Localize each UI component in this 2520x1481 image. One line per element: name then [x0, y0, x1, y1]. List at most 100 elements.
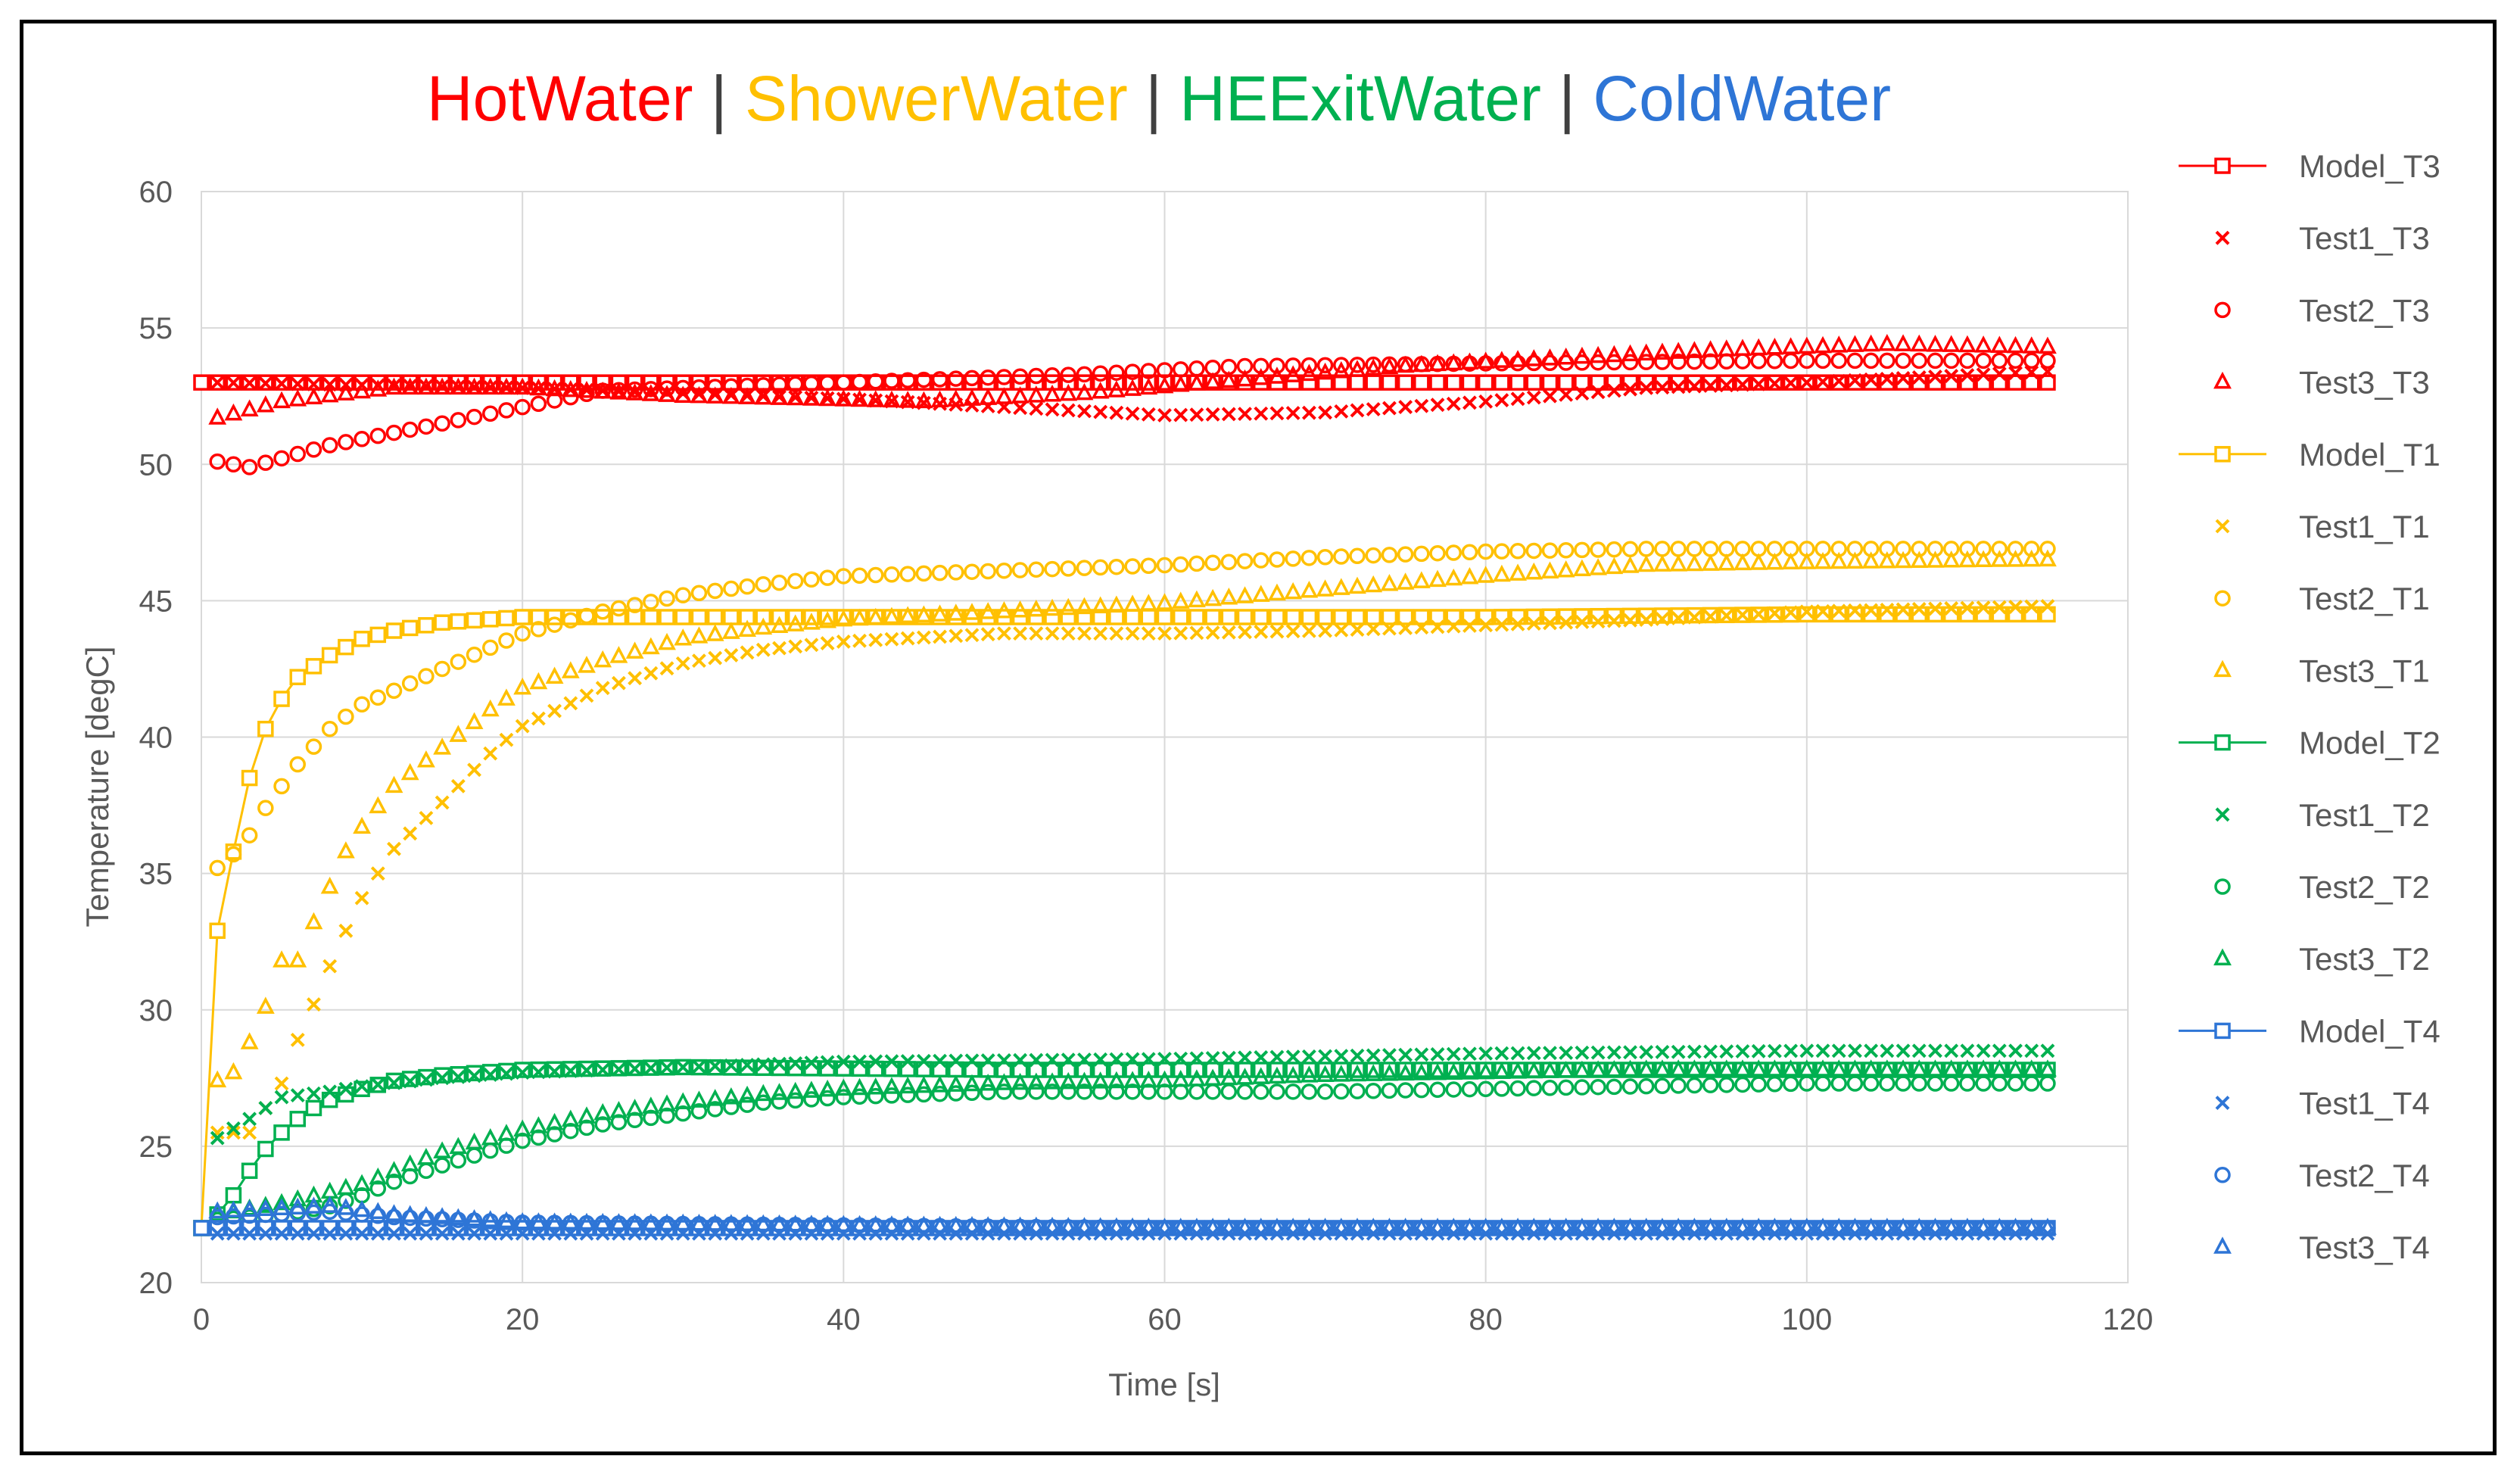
- data-point: [1366, 1048, 1381, 1063]
- data-point: [949, 628, 964, 644]
- data-point: [770, 1214, 789, 1232]
- data-point: [1540, 1061, 1559, 1078]
- data-point: [1653, 1218, 1671, 1235]
- data-point: [433, 377, 452, 395]
- legend-label: Test2_T1: [2299, 581, 2430, 616]
- data-point: [1075, 382, 1094, 401]
- data-point: [1188, 1083, 1205, 1100]
- data-point: [530, 609, 547, 625]
- data-point: [481, 1210, 500, 1227]
- data-point: [1188, 1069, 1206, 1087]
- data-point: [1141, 1052, 1156, 1067]
- data-point: [2007, 1075, 2024, 1092]
- data-point: [948, 370, 964, 387]
- data-point: [1606, 354, 1623, 371]
- data-point: [401, 675, 419, 692]
- data-point: [1189, 407, 1204, 422]
- data-point: [1268, 366, 1286, 384]
- data-point: [2006, 1059, 2025, 1077]
- data-point: [1541, 542, 1559, 559]
- data-point: [1526, 1046, 1541, 1061]
- data-point: [1268, 1218, 1286, 1235]
- data-point: [899, 606, 917, 624]
- data-point: [1188, 555, 1205, 572]
- data-point: [1460, 352, 1479, 369]
- data-point: [1814, 1059, 1832, 1077]
- data-point: [658, 1094, 676, 1112]
- data-point: [1525, 562, 1543, 580]
- data-point: [1141, 626, 1156, 641]
- data-point: [1959, 1075, 1976, 1092]
- data-point: [690, 609, 708, 625]
- data-point: [1059, 1071, 1078, 1090]
- legend-marker: [2213, 948, 2232, 965]
- data-point: [852, 633, 867, 648]
- data-point: [1091, 596, 1110, 614]
- data-point: [1316, 579, 1335, 597]
- data-point: [1221, 625, 1236, 640]
- data-point: [1381, 609, 1398, 625]
- data-point: [579, 1063, 594, 1078]
- data-point: [498, 632, 515, 649]
- legend-label: Test3_T4: [2299, 1230, 2430, 1265]
- data-point: [1623, 613, 1637, 628]
- data-point: [1398, 400, 1413, 415]
- data-point: [1733, 1218, 1752, 1235]
- data-point: [289, 669, 306, 685]
- data-point: [852, 1054, 867, 1069]
- data-point: [257, 454, 274, 471]
- data-point: [1316, 362, 1335, 380]
- data-point: [1575, 1045, 1590, 1060]
- data-point: [2023, 1075, 2040, 1092]
- data-point: [771, 1093, 788, 1110]
- data-point: [1797, 1218, 1816, 1235]
- data-point: [1107, 1071, 1126, 1089]
- data-point: [963, 388, 981, 406]
- data-point: [1814, 335, 1832, 354]
- data-point: [1654, 354, 1671, 370]
- data-point: [1349, 609, 1366, 625]
- data-point: [273, 1124, 290, 1141]
- data-point: [288, 1197, 307, 1214]
- data-point: [1621, 344, 1640, 362]
- data-point: [1413, 545, 1430, 563]
- series-test3-t3: [208, 333, 2057, 425]
- data-point: [1830, 1075, 1847, 1092]
- data-point: [883, 606, 901, 625]
- data-point: [450, 613, 467, 630]
- data-point: [1156, 609, 1173, 625]
- data-point: [531, 381, 546, 396]
- data-point: [1928, 1043, 1942, 1059]
- data-point: [290, 1226, 305, 1241]
- data-point: [948, 564, 964, 581]
- data-point: [1685, 553, 1704, 572]
- data-point: [818, 388, 837, 407]
- legend-item-test2-t3: Test2_T3: [2214, 292, 2430, 328]
- data-point: [1525, 1061, 1543, 1079]
- data-point: [1494, 393, 1509, 408]
- data-point: [1045, 1052, 1060, 1068]
- data-point: [964, 628, 980, 643]
- legend-marker: [2214, 878, 2231, 895]
- data-point: [1059, 1217, 1078, 1234]
- data-point: [1011, 1072, 1029, 1090]
- data-point: [1702, 374, 1719, 391]
- data-point: [434, 415, 450, 432]
- data-point: [1942, 1218, 1961, 1235]
- legend-marker: [2214, 1022, 2231, 1040]
- series-line: [200, 613, 2048, 1229]
- data-point: [226, 1226, 241, 1241]
- data-point: [1029, 1052, 1044, 1068]
- data-point: [820, 1055, 835, 1070]
- data-point: [1557, 1079, 1575, 1096]
- data-point: [465, 1208, 484, 1227]
- data-point: [305, 1099, 322, 1117]
- data-point: [1044, 367, 1061, 384]
- data-point: [802, 1080, 821, 1098]
- data-point: [708, 650, 723, 666]
- data-point: [210, 1130, 225, 1146]
- data-point: [1701, 553, 1720, 571]
- data-point: [1397, 609, 1414, 625]
- data-point: [1092, 609, 1109, 625]
- data-point: [1653, 1059, 1671, 1077]
